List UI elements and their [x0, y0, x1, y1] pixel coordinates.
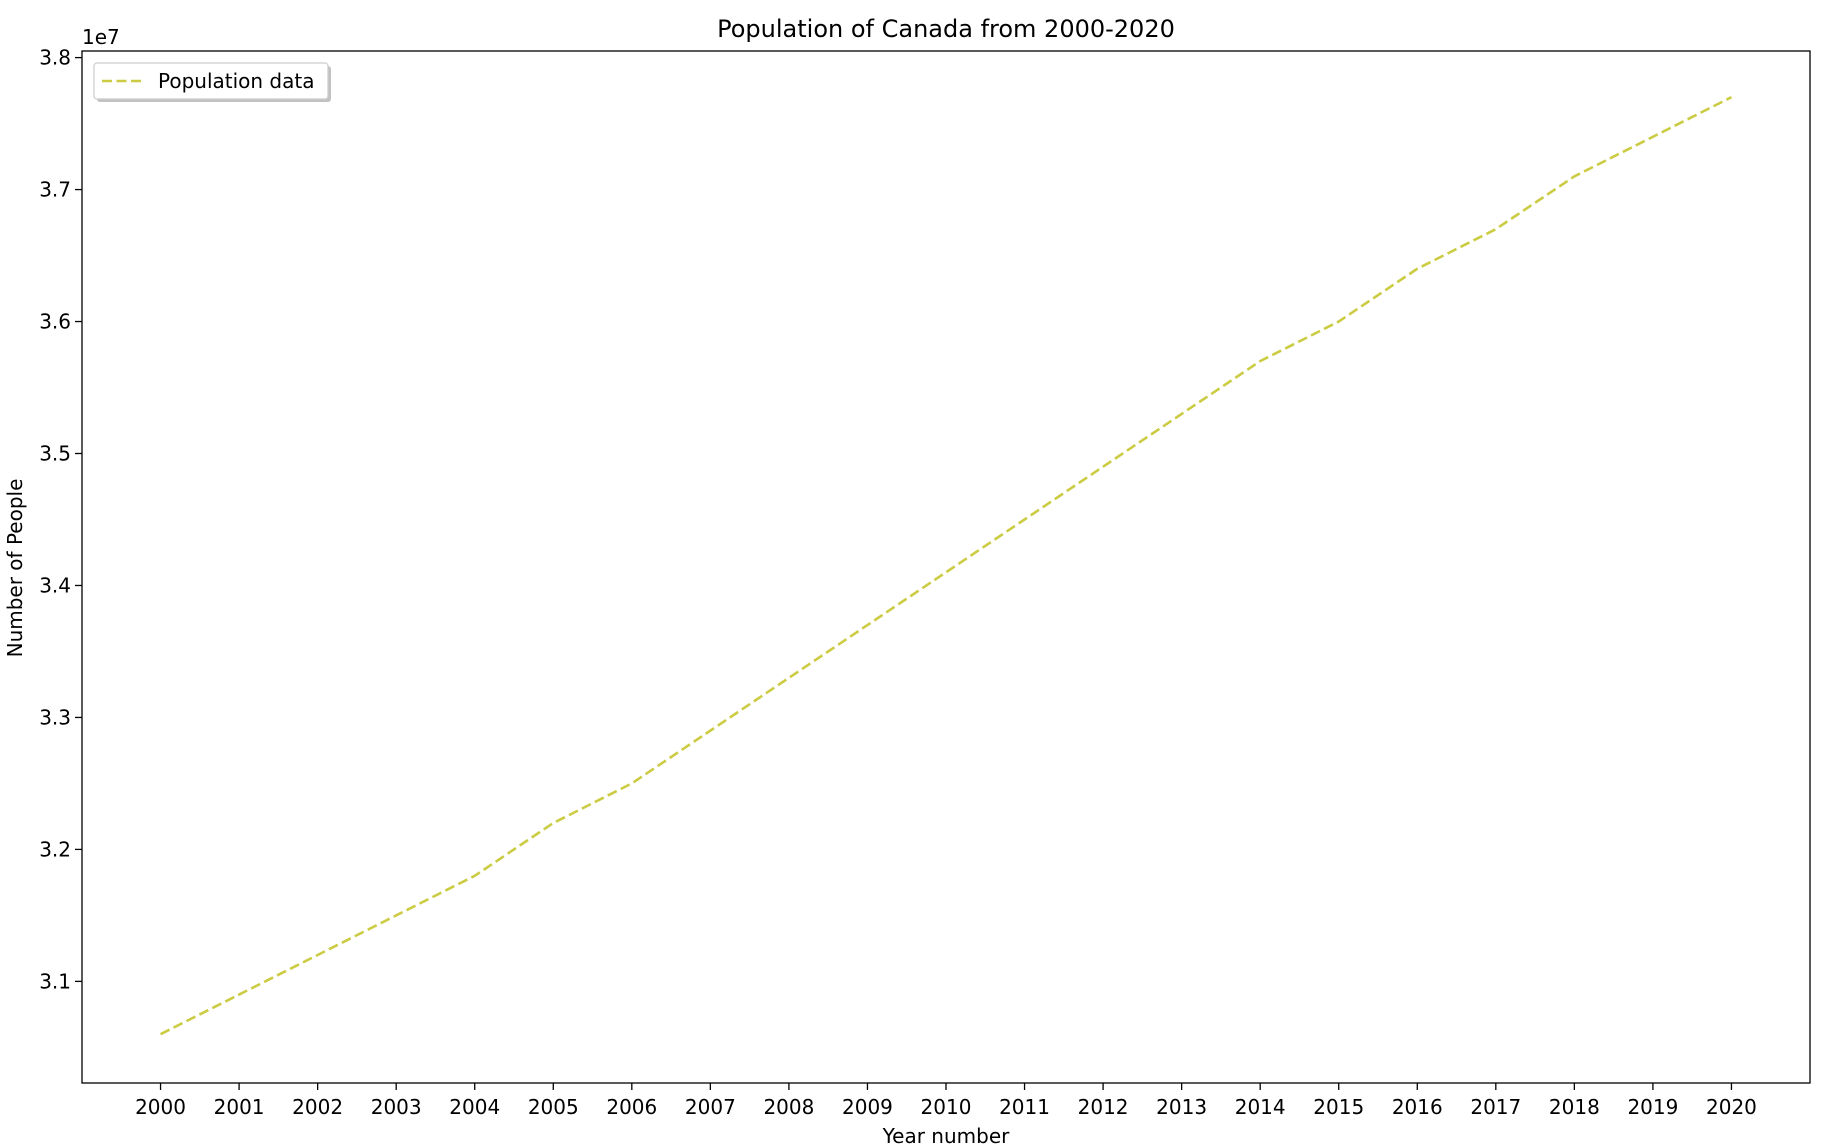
y-tick-label: 3.4 [39, 573, 71, 597]
y-tick-label: 3.3 [39, 705, 71, 729]
legend-label: Population data [158, 69, 314, 93]
x-tick-label: 2018 [1549, 1095, 1600, 1119]
x-tick-label: 2008 [763, 1095, 814, 1119]
y-tick-label: 3.5 [39, 442, 71, 466]
x-tick-label: 2014 [1235, 1095, 1286, 1119]
y-tick-label: 3.7 [39, 178, 71, 202]
y-tick-label: 3.2 [39, 837, 71, 861]
x-axis-label: Year number [882, 1124, 1011, 1146]
x-tick-label: 2010 [921, 1095, 972, 1119]
x-tick-label: 2001 [214, 1095, 265, 1119]
y-axis-label: Number of People [3, 479, 27, 658]
y-offset-label: 1e7 [82, 25, 120, 49]
x-tick-label: 2013 [1156, 1095, 1207, 1119]
legend: Population data [93, 62, 331, 102]
x-tick-label: 2002 [292, 1095, 343, 1119]
legend-frame [93, 62, 329, 100]
x-tick-label: 2000 [135, 1095, 186, 1119]
y-tick-label: 3.1 [39, 969, 71, 993]
series-line-0 [159, 96, 1733, 1036]
x-tick-label: 2006 [606, 1095, 657, 1119]
y-axis-ticks: 3.1 3.2 3.3 3.4 3.5 3.6 3.7 3.8 [39, 46, 82, 993]
x-tick-label: 2012 [1078, 1095, 1129, 1119]
x-tick-label: 2005 [528, 1095, 579, 1119]
x-tick-label: 2017 [1470, 1095, 1521, 1119]
series-lines [159, 96, 1733, 1036]
y-tick-label: 3.6 [39, 310, 71, 334]
x-tick-label: 2020 [1706, 1095, 1757, 1119]
x-tick-label: 2016 [1392, 1095, 1443, 1119]
x-tick-label: 2003 [371, 1095, 422, 1119]
x-tick-label: 2011 [999, 1095, 1050, 1119]
x-axis-ticks: 2000 2001 2002 2003 2004 2005 2006 2007 2008 2009… [135, 1083, 1757, 1119]
x-tick-label: 2009 [842, 1095, 893, 1119]
x-tick-label: 2007 [685, 1095, 736, 1119]
x-tick-label: 2004 [449, 1095, 500, 1119]
y-tick-label: 3.8 [39, 46, 71, 70]
chart-title: Population of Canada from 2000-2020 [717, 15, 1175, 43]
x-tick-label: 2019 [1627, 1095, 1678, 1119]
x-tick-label: 2015 [1313, 1095, 1364, 1119]
